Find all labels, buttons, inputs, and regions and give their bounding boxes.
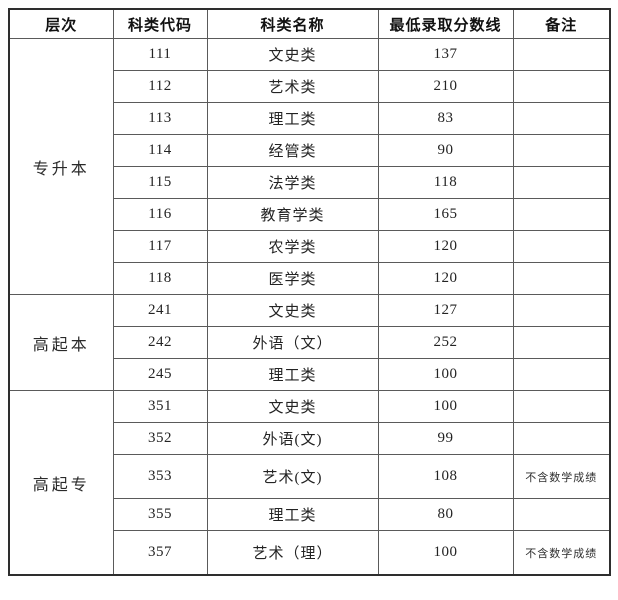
name-cell: 理工类 xyxy=(206,102,379,135)
code-cell: 114 xyxy=(112,134,208,167)
score-cell: 100 xyxy=(377,358,514,391)
table-row-115: 115 法学类 118 xyxy=(9,166,611,199)
code-cell: 242 xyxy=(112,326,208,359)
code-cell: 113 xyxy=(112,102,208,135)
remark-cell xyxy=(512,326,611,359)
admission-score-table-container: 层次 科类代码 科类名称 最低录取分数线 备注 专升本 111 文史类 137 112 艺… xyxy=(8,8,611,576)
remark-cell xyxy=(512,422,611,455)
remark-cell xyxy=(512,198,611,231)
score-cell: 100 xyxy=(377,390,514,423)
col-header-level: 层次 xyxy=(8,8,114,39)
name-cell: 文史类 xyxy=(206,38,379,71)
code-cell: 111 xyxy=(112,38,208,71)
code-cell: 351 xyxy=(112,390,208,423)
score-cell: 137 xyxy=(377,38,514,71)
code-cell: 116 xyxy=(112,198,208,231)
table-row-114: 114 经管类 90 xyxy=(9,134,611,167)
table-row-111: 专升本 111 文史类 137 xyxy=(8,38,611,295)
col-header-code: 科类代码 xyxy=(112,8,208,39)
code-cell: 117 xyxy=(112,230,208,263)
level-cell: 专升本 xyxy=(8,38,114,295)
code-cell: 118 xyxy=(112,262,208,295)
score-cell: 99 xyxy=(377,422,514,455)
table-row-117: 117 农学类 120 xyxy=(9,230,611,263)
score-cell: 90 xyxy=(377,134,514,167)
score-cell: 118 xyxy=(377,166,514,199)
table-row-241: 高起本 241 文史类 127 xyxy=(8,294,611,391)
name-cell: 教育学类 xyxy=(206,198,379,231)
header-row: 层次 科类代码 科类名称 最低录取分数线 备注 xyxy=(8,8,611,39)
score-cell: 127 xyxy=(377,294,514,327)
remark-cell xyxy=(512,38,611,71)
score-cell: 83 xyxy=(377,102,514,135)
name-cell: 理工类 xyxy=(206,498,379,531)
remark-cell xyxy=(512,390,611,423)
code-cell: 245 xyxy=(112,358,208,391)
table-row-116: 116 教育学类 165 xyxy=(9,198,611,231)
remark-cell: 不含数学成绩 xyxy=(512,530,611,576)
remark-cell xyxy=(512,102,611,135)
name-cell: 理工类 xyxy=(206,358,379,391)
table-row-355: 355 理工类 80 xyxy=(9,498,611,531)
remark-cell: 不含数学成绩 xyxy=(512,454,611,499)
table-row-353: 353 艺术(文) 108 不含数学成绩 xyxy=(9,454,611,499)
score-cell: 120 xyxy=(377,230,514,263)
name-cell: 外语(文) xyxy=(206,422,379,455)
table-row-113: 113 理工类 83 xyxy=(9,102,611,135)
admission-score-table: 层次 科类代码 科类名称 最低录取分数线 备注 专升本 111 文史类 137 112 艺… xyxy=(8,8,611,576)
name-cell: 经管类 xyxy=(206,134,379,167)
name-cell: 文史类 xyxy=(206,390,379,423)
name-cell: 农学类 xyxy=(206,230,379,263)
table-row-352: 352 外语(文) 99 xyxy=(9,422,611,455)
score-cell: 252 xyxy=(377,326,514,359)
score-cell: 80 xyxy=(377,498,514,531)
remark-cell xyxy=(512,262,611,295)
code-cell: 352 xyxy=(112,422,208,455)
score-cell: 210 xyxy=(377,70,514,103)
code-cell: 357 xyxy=(112,530,208,576)
remark-cell xyxy=(512,134,611,167)
remark-cell xyxy=(512,166,611,199)
name-cell: 艺术类 xyxy=(206,70,379,103)
table-row-357: 357 艺术（理） 100 不含数学成绩 xyxy=(9,530,611,576)
remark-cell xyxy=(512,230,611,263)
code-cell: 115 xyxy=(112,166,208,199)
score-cell: 120 xyxy=(377,262,514,295)
level-cell: 高起本 xyxy=(8,294,114,391)
table-header: 层次 科类代码 科类名称 最低录取分数线 备注 xyxy=(8,8,611,39)
name-cell: 艺术（理） xyxy=(206,530,379,576)
name-cell: 法学类 xyxy=(206,166,379,199)
score-cell: 100 xyxy=(377,530,514,576)
remark-cell xyxy=(512,70,611,103)
code-cell: 112 xyxy=(112,70,208,103)
table-row-351: 高起专 351 文史类 100 xyxy=(8,390,611,576)
level-cell: 高起专 xyxy=(8,390,114,576)
score-cell: 108 xyxy=(377,454,514,499)
col-header-score: 最低录取分数线 xyxy=(377,8,514,39)
name-cell: 外语（文） xyxy=(206,326,379,359)
table-row-112: 112 艺术类 210 xyxy=(9,70,611,103)
code-cell: 353 xyxy=(112,454,208,499)
remark-cell xyxy=(512,498,611,531)
code-cell: 355 xyxy=(112,498,208,531)
remark-cell xyxy=(512,294,611,327)
remark-cell xyxy=(512,358,611,391)
col-header-name: 科类名称 xyxy=(206,8,379,39)
code-cell: 241 xyxy=(112,294,208,327)
name-cell: 文史类 xyxy=(206,294,379,327)
table-body: 专升本 111 文史类 137 112 艺术类 210 113 理工类 83 114 经管类 90 115… xyxy=(8,38,611,576)
col-header-remark: 备注 xyxy=(512,8,611,39)
name-cell: 医学类 xyxy=(206,262,379,295)
name-cell: 艺术(文) xyxy=(206,454,379,499)
score-cell: 165 xyxy=(377,198,514,231)
